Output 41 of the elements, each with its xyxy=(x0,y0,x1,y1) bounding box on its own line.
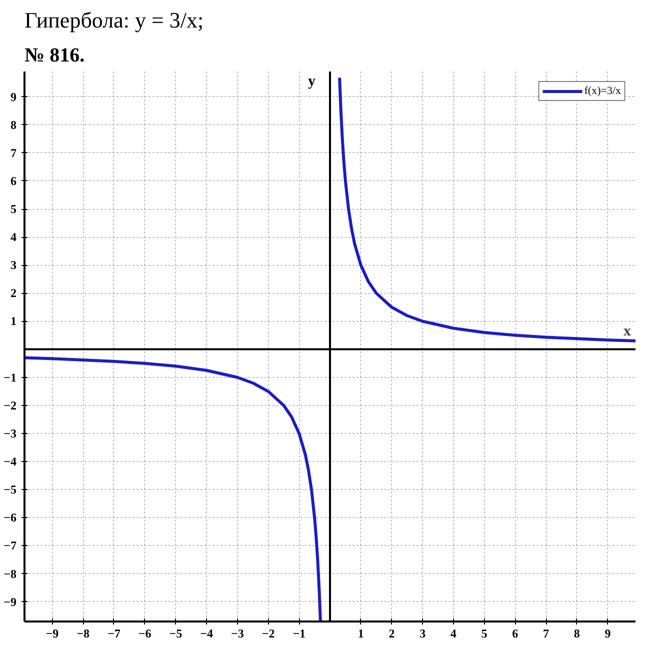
y-tick-label: 9 xyxy=(10,90,16,104)
x-tick-label: −5 xyxy=(169,626,182,640)
x-tick-label: 7 xyxy=(543,626,550,640)
y-tick-label: −8 xyxy=(4,566,17,581)
y-tick-label: −6 xyxy=(4,510,17,525)
y-tick-label: 8 xyxy=(10,118,16,132)
x-tick-label: −4 xyxy=(200,626,213,640)
x-tick-label: −7 xyxy=(108,626,120,640)
y-tick-label: 5 xyxy=(10,202,16,216)
x-tick-label: −3 xyxy=(231,626,244,640)
y-tick-label: −9 xyxy=(4,594,17,609)
x-tick-label: 8 xyxy=(574,626,580,640)
x-tick-label: 6 xyxy=(512,626,518,640)
x-tick-label: 5 xyxy=(481,626,488,640)
y-tick-label: 1 xyxy=(10,314,16,328)
x-tick-label: 3 xyxy=(420,626,426,640)
y-tick-label: −5 xyxy=(4,482,17,497)
x-tick-label: −1 xyxy=(292,626,306,640)
x-axis-title: x xyxy=(624,323,632,340)
x-tick-label: 4 xyxy=(450,626,456,640)
chart-title: Гипербола: y = 3/x; xyxy=(24,8,204,32)
y-tick-label: 7 xyxy=(10,146,16,160)
x-tick-label: 2 xyxy=(388,626,395,640)
text: № 816. xyxy=(24,44,85,66)
y-axis-title: y xyxy=(308,74,316,90)
y-tick-label: 3 xyxy=(10,258,16,272)
x-tick-label: −9 xyxy=(46,626,59,640)
y-tick-label: 2 xyxy=(10,286,16,300)
y-tick-label: 6 xyxy=(10,174,16,188)
x-tick-label: −2 xyxy=(262,626,275,640)
x-tick-label: −6 xyxy=(138,626,152,640)
y-tick-label: 4 xyxy=(10,230,16,244)
legend-label: f(x)=3/x xyxy=(584,85,621,97)
y-tick-label: −2 xyxy=(4,398,17,412)
y-tick-label: −3 xyxy=(4,426,17,440)
x-tick-label: 9 xyxy=(604,626,611,640)
x-tick-label: −8 xyxy=(76,626,90,640)
y-tick-label: −4 xyxy=(4,454,17,469)
y-tick-label: −1 xyxy=(4,370,17,384)
x-tick-label: 1 xyxy=(358,626,364,640)
y-tick-label: −7 xyxy=(4,538,17,553)
